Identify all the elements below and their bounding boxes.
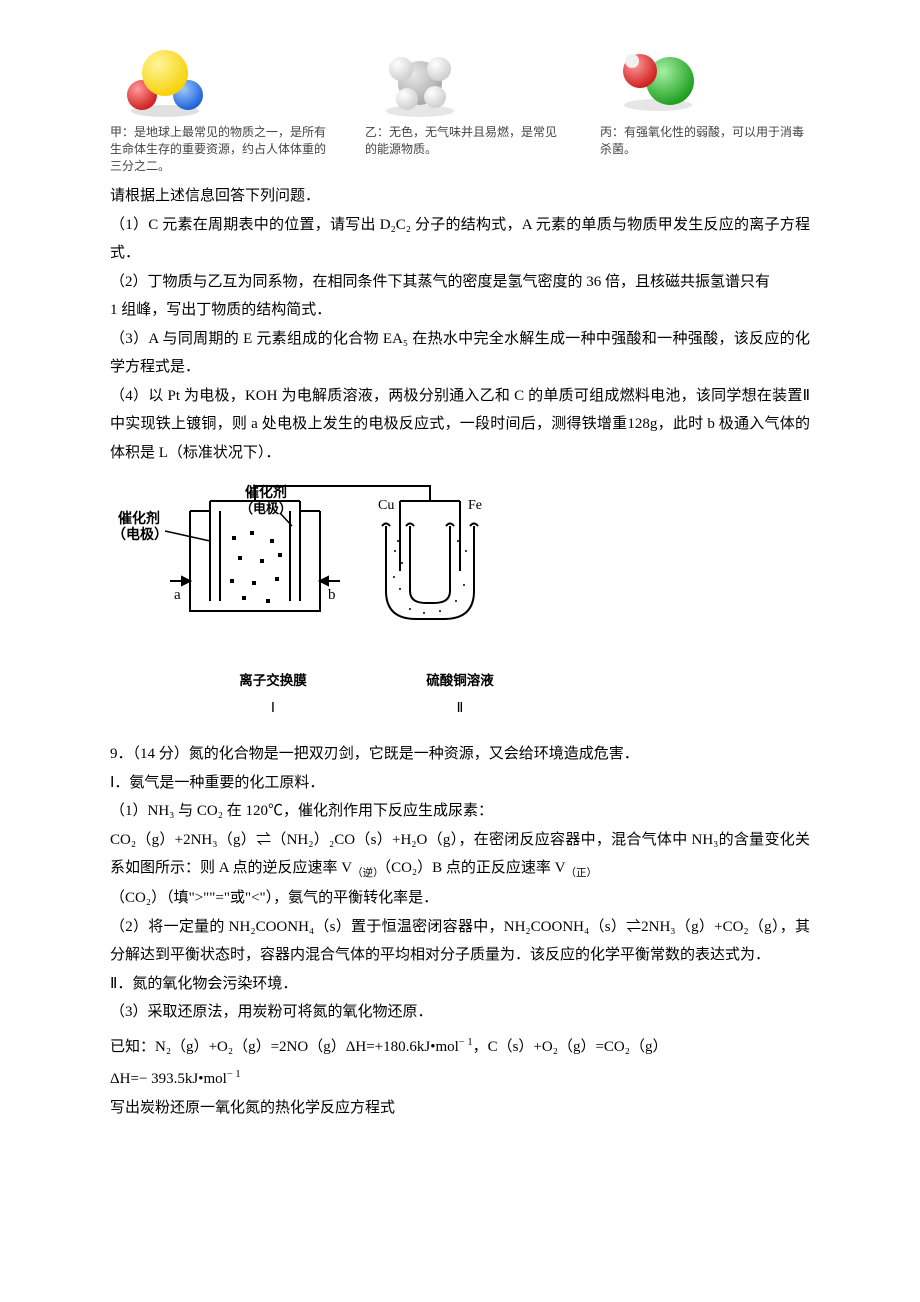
section-1-header: Ⅰ．氨气是一种重要的化工原料． [110, 769, 810, 798]
diagram-roman-labels: Ⅰ Ⅱ [110, 696, 810, 723]
molecule-yi: 乙：无色，无气味并且易燃，是常见的能源物质。 [365, 40, 565, 174]
diagram-bottom-labels: 离子交换膜 硫酸铜溶液 [110, 668, 810, 694]
question-9-3-task: 写出炭粉还原一氧化氮的热化学反应方程式 [110, 1094, 810, 1123]
label-cuso4: 硫酸铜溶液 [400, 668, 520, 694]
question-9-3: （3）采取还原法，用炭粉可将氮的氧化物还原． [110, 998, 810, 1027]
question-9-3-known: 已知：N₂（g）+O₂（g）=2NO（g）ΔH=+180.6kJ•mol− 1，… [110, 1033, 810, 1062]
q9-3-dh2-sup: − 1 [227, 1069, 241, 1080]
q9-3-known-sup: − 1 [459, 1037, 473, 1048]
question-9-2: （2）将一定量的 NH₂COONH₄（s）置于恒温密闭容器中，NH₂COONH₄… [110, 913, 810, 970]
q9-1b-sub2: （正） [566, 868, 598, 879]
molecule-jia-figure [110, 40, 220, 120]
question-2-line1: （2）丁物质与乙互为同系物，在相同条件下其蒸气的密度是氢气密度的 36 倍，且核… [110, 268, 810, 297]
fuel-cell-diagram: 催化剂 （电极） 催化剂 （电极） a b [110, 481, 810, 722]
question-2-line2: 1 组峰，写出丁物质的结构简式． [110, 296, 810, 325]
question-1: （1）C 元素在周期表中的位置，请写出 D₂C₂ 分子的结构式，A 元素的单质与… [110, 211, 810, 268]
q9-1b-sub1: （逆） [352, 868, 384, 879]
molecule-yi-caption: 乙：无色，无气味并且易燃，是常见的能源物质。 [365, 124, 565, 158]
label-b: b [328, 587, 336, 603]
section-2-header: Ⅱ．氮的氧化物会污染环境． [110, 970, 810, 999]
molecule-bing: 丙：有强氧化性的弱酸，可以用于消毒杀菌。 [600, 40, 810, 174]
question-9-3-dh2: ΔH=− 393.5kJ•mol− 1 [110, 1065, 810, 1094]
label-catalyst-left-top: 催化剂 [118, 510, 160, 527]
label-cu: Cu [378, 498, 394, 513]
label-catalyst-right-bottom: （电极） [240, 501, 292, 516]
label-roman-1: Ⅰ [198, 696, 348, 723]
molecule-jia: 甲：是地球上最常见的物质之一，是所有生命体生存的重要资源，约占人体体重的三分之二… [110, 40, 330, 174]
question-3: （3）A 与同周期的 E 元素组成的化合物 EA₅ 在热水中完全水解生成一种中强… [110, 325, 810, 382]
molecule-jia-caption: 甲：是地球上最常见的物质之一，是所有生命体生存的重要资源，约占人体体重的三分之二… [110, 124, 330, 174]
question-9-header: 9．（14 分）氮的化合物是一把双刃剑，它既是一种资源，又会给环境造成危害． [110, 740, 810, 769]
question-4: （4）以 Pt 为电极，KOH 为电解质溶液，两极分别通入乙和 C 的单质可组成… [110, 382, 810, 468]
label-membrane: 离子交换膜 [198, 668, 348, 694]
molecules-row: 甲：是地球上最常见的物质之一，是所有生命体生存的重要资源，约占人体体重的三分之二… [110, 40, 810, 174]
q9-3-known-prefix: 已知：N₂（g）+O₂（g）=2NO（g）ΔH=+180.6kJ•mol [110, 1039, 459, 1055]
q9-3-known-mid: ，C（s）+O₂（g）=CO₂（g） [473, 1039, 668, 1055]
label-catalyst-left-bottom: （电极） [112, 526, 168, 543]
q9-1b-mid: （CO₂）B 点的正反应速率 V [384, 860, 566, 876]
molecule-bing-caption: 丙：有强氧化性的弱酸，可以用于消毒杀菌。 [600, 124, 810, 158]
label-fe: Fe [468, 498, 482, 513]
label-roman-2: Ⅱ [400, 696, 520, 723]
question-9-1b: CO₂（g）+2NH₃（g）⇌（NH₂）₂CO（s）+H₂O（g），在密闭反应容… [110, 826, 810, 884]
intro-line: 请根据上述信息回答下列问题． [110, 182, 810, 211]
molecule-bing-figure [600, 40, 710, 120]
page-root: 甲：是地球上最常见的物质之一，是所有生命体生存的重要资源，约占人体体重的三分之二… [0, 0, 920, 1182]
molecule-yi-figure [365, 40, 475, 120]
question-9-1c: （CO₂）（填">""="或"<"），氨气的平衡转化率是． [110, 884, 810, 913]
question-9-1a: （1）NH₃ 与 CO₂ 在 120℃，催化剂作用下反应生成尿素： [110, 797, 810, 826]
label-a: a [174, 587, 181, 603]
q9-3-dh2-prefix: ΔH=− 393.5kJ•mol [110, 1071, 227, 1087]
